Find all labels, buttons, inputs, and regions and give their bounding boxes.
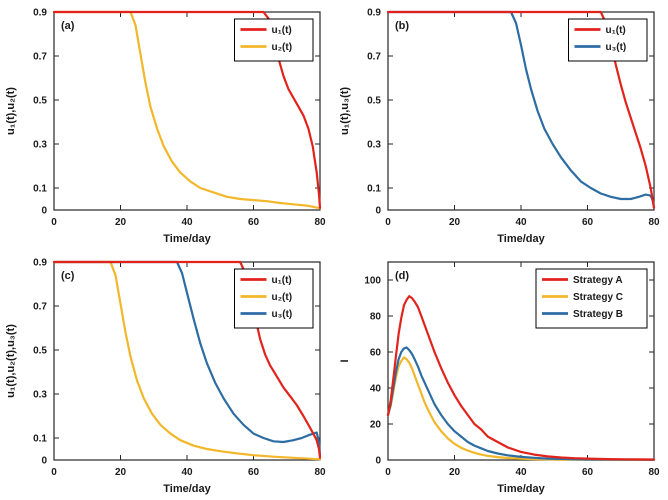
- svg-text:20: 20: [449, 467, 461, 478]
- svg-text:80: 80: [648, 217, 660, 228]
- svg-text:u₃(t): u₃(t): [272, 309, 293, 320]
- svg-text:0: 0: [385, 467, 391, 478]
- svg-text:0: 0: [41, 456, 47, 467]
- panel-d: 0 20 40 60 80 0 20 40 60 80 100 (d) Strategy A Strate…: [334, 250, 668, 500]
- svg-text:u₁(t): u₁(t): [272, 25, 292, 36]
- svg-text:0.1: 0.1: [367, 184, 381, 195]
- svg-text:20: 20: [115, 217, 127, 228]
- svg-text:40: 40: [515, 217, 527, 228]
- svg-text:Time/day: Time/day: [497, 233, 545, 245]
- svg-text:80: 80: [648, 467, 660, 478]
- svg-text:0: 0: [375, 456, 381, 467]
- svg-text:40: 40: [181, 217, 193, 228]
- svg-text:0.9: 0.9: [367, 8, 381, 19]
- svg-text:(b): (b): [395, 20, 409, 32]
- svg-text:80: 80: [314, 467, 326, 478]
- svg-text:u₁(t),u₂(t): u₁(t),u₂(t): [5, 87, 17, 135]
- svg-text:0.7: 0.7: [33, 52, 47, 63]
- svg-text:0.7: 0.7: [367, 52, 381, 63]
- chart-b: 0 20 40 60 80 0 0.1 0.3 0.5 0.7 0.9 (b) u₁(t) u₃(t) Ti…: [339, 8, 660, 246]
- svg-text:u₁(t): u₁(t): [606, 25, 626, 36]
- svg-text:Time/day: Time/day: [163, 233, 211, 245]
- svg-text:0.3: 0.3: [33, 390, 47, 401]
- svg-text:40: 40: [370, 384, 382, 395]
- svg-text:0: 0: [41, 206, 47, 217]
- svg-text:80: 80: [370, 312, 382, 323]
- svg-text:0.5: 0.5: [367, 96, 381, 107]
- svg-text:Time/day: Time/day: [163, 483, 211, 495]
- chart-d: 0 20 40 60 80 0 20 40 60 80 100 (d) Strategy A Strate…: [339, 261, 660, 495]
- svg-text:60: 60: [248, 467, 260, 478]
- svg-text:0.5: 0.5: [33, 346, 47, 357]
- svg-text:40: 40: [181, 467, 193, 478]
- chart-c: 0 20 40 60 80 0 0.1 0.3 0.5 0.7 0.9 (c) u₁(t) u₂(t) u₃…: [5, 258, 326, 496]
- svg-text:0.3: 0.3: [33, 140, 47, 151]
- svg-text:0: 0: [51, 217, 57, 228]
- svg-text:u₁(t),u₃(t): u₁(t),u₃(t): [339, 87, 351, 135]
- svg-text:60: 60: [248, 217, 260, 228]
- svg-text:u₂(t): u₂(t): [272, 292, 293, 303]
- panel-b: 0 20 40 60 80 0 0.1 0.3 0.5 0.7 0.9 (b) u₁(t) u₃(t) Ti…: [334, 0, 668, 250]
- svg-text:u₁(t),u₂(t),u₃(t): u₁(t),u₂(t),u₃(t): [5, 324, 17, 398]
- panel-a: 0 20 40 60 80 0 0.1 0.3 0.5 0.7 0.9 (a) u₁(t) u₂(t) Ti…: [0, 0, 334, 250]
- svg-text:0.1: 0.1: [33, 434, 47, 445]
- svg-text:60: 60: [582, 217, 594, 228]
- svg-text:(a): (a): [61, 20, 75, 32]
- svg-text:60: 60: [582, 467, 594, 478]
- svg-text:20: 20: [115, 467, 127, 478]
- svg-text:u₃(t): u₃(t): [606, 42, 627, 53]
- svg-text:0: 0: [51, 467, 57, 478]
- chart-a: 0 20 40 60 80 0 0.1 0.3 0.5 0.7 0.9 (a) u₁(t) u₂(t) Ti…: [5, 8, 326, 246]
- svg-text:100: 100: [364, 276, 381, 287]
- svg-text:Strategy A: Strategy A: [573, 275, 623, 286]
- svg-text:0: 0: [385, 217, 391, 228]
- svg-text:u₁(t): u₁(t): [272, 275, 292, 286]
- svg-text:0.9: 0.9: [33, 258, 47, 269]
- panel-c: 0 20 40 60 80 0 0.1 0.3 0.5 0.7 0.9 (c) u₁(t) u₂(t) u₃…: [0, 250, 334, 500]
- svg-text:Strategy C: Strategy C: [573, 292, 623, 303]
- svg-text:0.7: 0.7: [33, 302, 47, 313]
- svg-text:0: 0: [375, 206, 381, 217]
- svg-text:20: 20: [370, 420, 382, 431]
- svg-text:80: 80: [314, 217, 326, 228]
- svg-text:60: 60: [370, 348, 382, 359]
- svg-text:u₂(t): u₂(t): [272, 42, 293, 53]
- svg-text:0.3: 0.3: [367, 140, 381, 151]
- svg-text:(d): (d): [395, 270, 409, 282]
- svg-text:Strategy B: Strategy B: [573, 309, 623, 320]
- svg-text:0.9: 0.9: [33, 8, 47, 19]
- svg-text:(c): (c): [61, 270, 75, 282]
- svg-text:I: I: [339, 359, 351, 362]
- svg-text:0.5: 0.5: [33, 96, 47, 107]
- svg-text:0.1: 0.1: [33, 184, 47, 195]
- svg-text:20: 20: [449, 217, 461, 228]
- svg-text:Time/day: Time/day: [497, 483, 545, 495]
- svg-text:40: 40: [515, 467, 527, 478]
